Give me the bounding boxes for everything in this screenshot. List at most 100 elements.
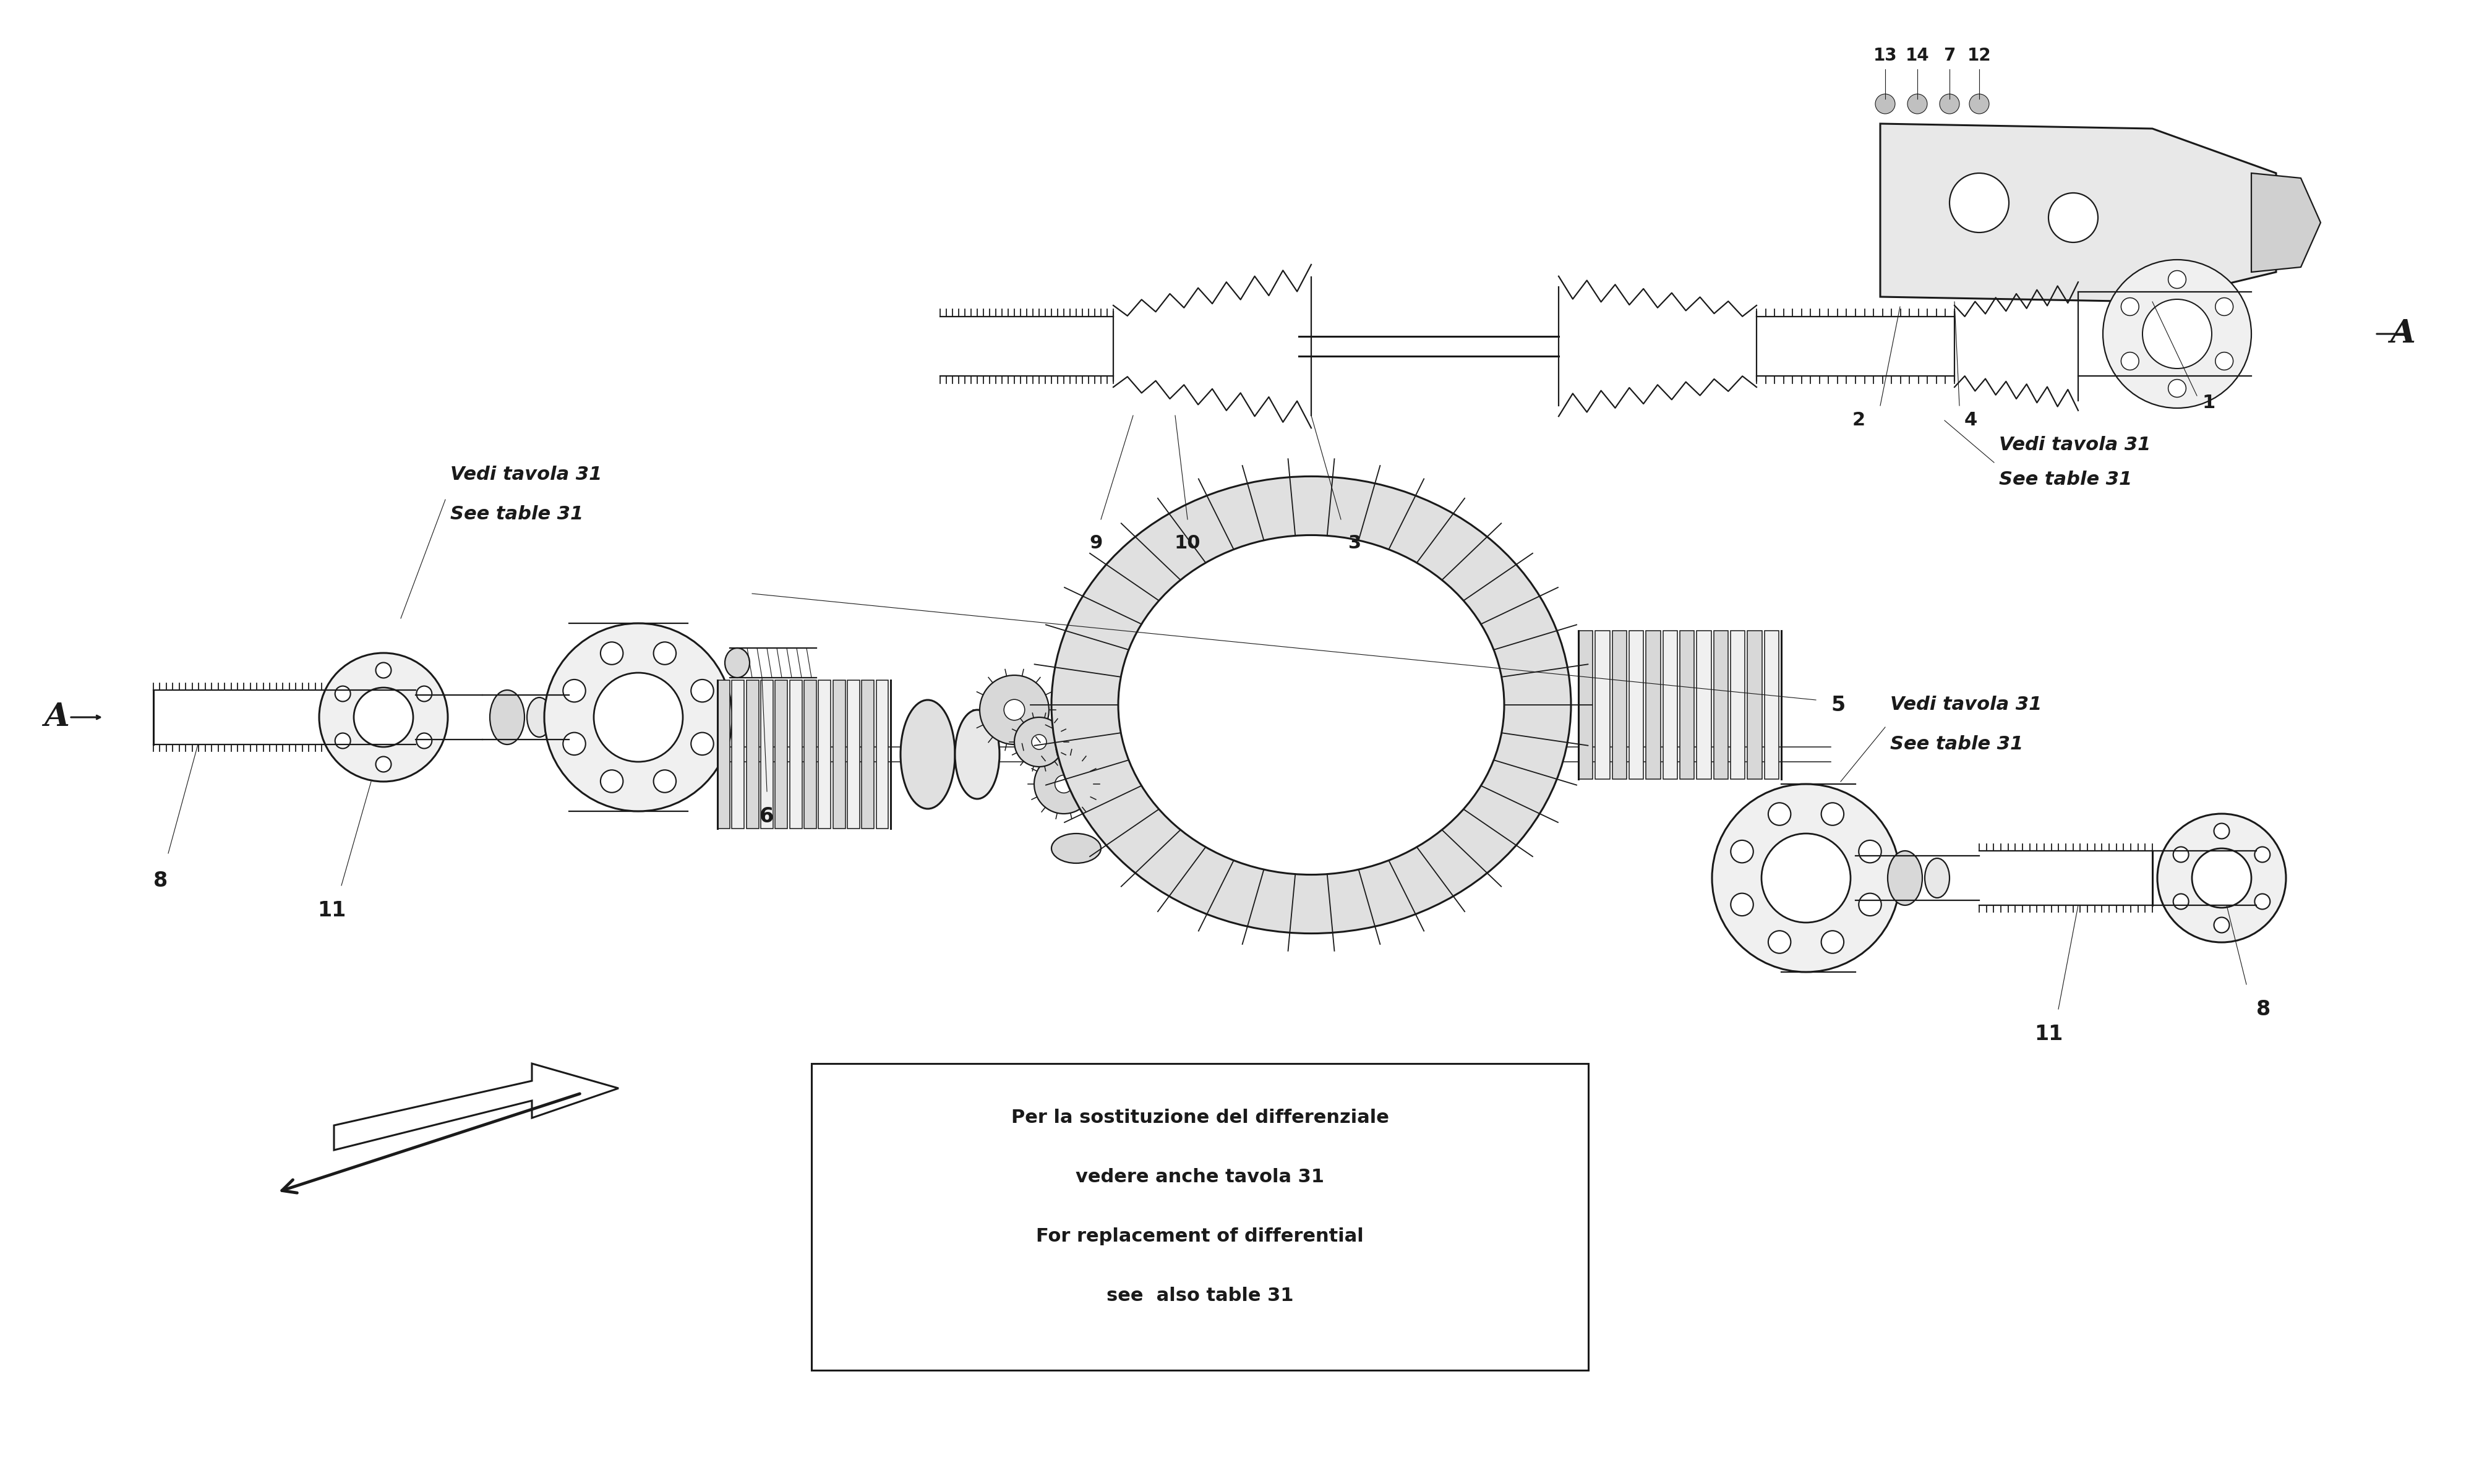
Circle shape bbox=[1712, 784, 1900, 972]
Text: 14: 14 bbox=[1905, 47, 1930, 64]
Circle shape bbox=[376, 662, 391, 678]
Bar bbox=[876, 680, 888, 828]
Text: 8: 8 bbox=[2256, 999, 2271, 1020]
Text: 6: 6 bbox=[760, 806, 774, 827]
Ellipse shape bbox=[901, 700, 955, 809]
Text: vedere anche tavola 31: vedere anche tavola 31 bbox=[1076, 1168, 1324, 1186]
Circle shape bbox=[1054, 775, 1074, 792]
Bar bbox=[1613, 631, 1625, 779]
Circle shape bbox=[653, 770, 675, 792]
Text: see  also table 31: see also table 31 bbox=[1106, 1287, 1294, 1304]
Circle shape bbox=[2167, 380, 2187, 398]
Circle shape bbox=[1732, 840, 1754, 862]
Circle shape bbox=[2167, 270, 2187, 288]
Circle shape bbox=[1858, 840, 1880, 862]
Circle shape bbox=[2120, 298, 2140, 316]
Circle shape bbox=[2254, 847, 2271, 862]
Bar bbox=[861, 680, 873, 828]
Bar bbox=[789, 680, 802, 828]
Circle shape bbox=[601, 770, 623, 792]
Bar bbox=[1663, 631, 1677, 779]
Text: Vedi tavola 31: Vedi tavola 31 bbox=[450, 466, 601, 484]
Circle shape bbox=[690, 733, 713, 755]
Circle shape bbox=[690, 680, 713, 702]
Text: 10: 10 bbox=[1175, 534, 1200, 552]
Text: Vedi tavola 31: Vedi tavola 31 bbox=[1999, 436, 2150, 454]
Text: See table 31: See table 31 bbox=[450, 506, 584, 524]
Circle shape bbox=[1761, 834, 1851, 923]
Circle shape bbox=[1907, 93, 1927, 114]
Circle shape bbox=[1769, 803, 1791, 825]
Bar bbox=[732, 680, 745, 828]
Ellipse shape bbox=[1925, 858, 1950, 898]
Circle shape bbox=[1969, 93, 1989, 114]
Bar bbox=[1628, 631, 1643, 779]
Circle shape bbox=[1769, 930, 1791, 953]
Polygon shape bbox=[1880, 123, 2276, 301]
Circle shape bbox=[980, 675, 1049, 745]
Circle shape bbox=[334, 733, 351, 748]
Circle shape bbox=[2254, 893, 2271, 910]
Bar bbox=[1697, 631, 1712, 779]
Circle shape bbox=[354, 687, 413, 746]
Text: 11: 11 bbox=[2034, 1024, 2063, 1045]
Circle shape bbox=[1821, 930, 1843, 953]
Circle shape bbox=[564, 680, 586, 702]
Ellipse shape bbox=[490, 690, 524, 745]
Circle shape bbox=[1858, 893, 1880, 916]
Circle shape bbox=[653, 643, 675, 665]
Text: 13: 13 bbox=[1873, 47, 1898, 64]
Bar bbox=[1578, 631, 1593, 779]
Text: Vedi tavola 31: Vedi tavola 31 bbox=[1890, 696, 2041, 714]
Circle shape bbox=[2172, 893, 2189, 910]
Circle shape bbox=[2048, 193, 2098, 242]
Bar bbox=[1747, 631, 1761, 779]
Bar bbox=[774, 680, 787, 828]
Circle shape bbox=[2157, 813, 2286, 942]
Text: 9: 9 bbox=[1089, 534, 1103, 552]
Circle shape bbox=[1950, 174, 2009, 233]
Circle shape bbox=[1875, 93, 1895, 114]
Circle shape bbox=[594, 672, 683, 761]
Bar bbox=[804, 680, 816, 828]
Circle shape bbox=[1032, 735, 1047, 749]
Circle shape bbox=[416, 733, 433, 748]
Text: 12: 12 bbox=[1967, 47, 1992, 64]
Circle shape bbox=[376, 757, 391, 772]
Text: A: A bbox=[2390, 318, 2415, 350]
FancyBboxPatch shape bbox=[811, 1064, 1588, 1370]
Circle shape bbox=[416, 686, 433, 702]
Circle shape bbox=[2142, 300, 2212, 368]
Text: See table 31: See table 31 bbox=[1999, 470, 2133, 488]
Ellipse shape bbox=[527, 697, 552, 738]
Bar bbox=[1714, 631, 1727, 779]
Circle shape bbox=[2214, 917, 2229, 933]
Circle shape bbox=[1004, 699, 1024, 720]
Bar bbox=[1645, 631, 1660, 779]
Text: See table 31: See table 31 bbox=[1890, 736, 2024, 754]
Text: For replacement of differential: For replacement of differential bbox=[1037, 1227, 1363, 1245]
Text: Per la sostituzione del differenziale: Per la sostituzione del differenziale bbox=[1012, 1109, 1388, 1126]
Circle shape bbox=[1821, 803, 1843, 825]
Circle shape bbox=[1940, 93, 1959, 114]
Bar bbox=[747, 680, 760, 828]
Circle shape bbox=[2214, 298, 2234, 316]
Circle shape bbox=[2214, 352, 2234, 370]
Bar bbox=[834, 680, 846, 828]
Bar bbox=[1764, 631, 1779, 779]
Circle shape bbox=[564, 733, 586, 755]
Circle shape bbox=[544, 623, 732, 812]
Circle shape bbox=[2172, 847, 2189, 862]
Circle shape bbox=[601, 643, 623, 665]
Text: 8: 8 bbox=[153, 871, 168, 890]
Text: A: A bbox=[45, 702, 69, 733]
Ellipse shape bbox=[1051, 476, 1571, 933]
Circle shape bbox=[2103, 260, 2251, 408]
Circle shape bbox=[1014, 717, 1064, 767]
Bar bbox=[1732, 631, 1744, 779]
Text: 3: 3 bbox=[1348, 534, 1361, 552]
Text: 2: 2 bbox=[1853, 411, 1865, 429]
Bar bbox=[1680, 631, 1695, 779]
Circle shape bbox=[1034, 754, 1094, 813]
Ellipse shape bbox=[1888, 850, 1922, 905]
